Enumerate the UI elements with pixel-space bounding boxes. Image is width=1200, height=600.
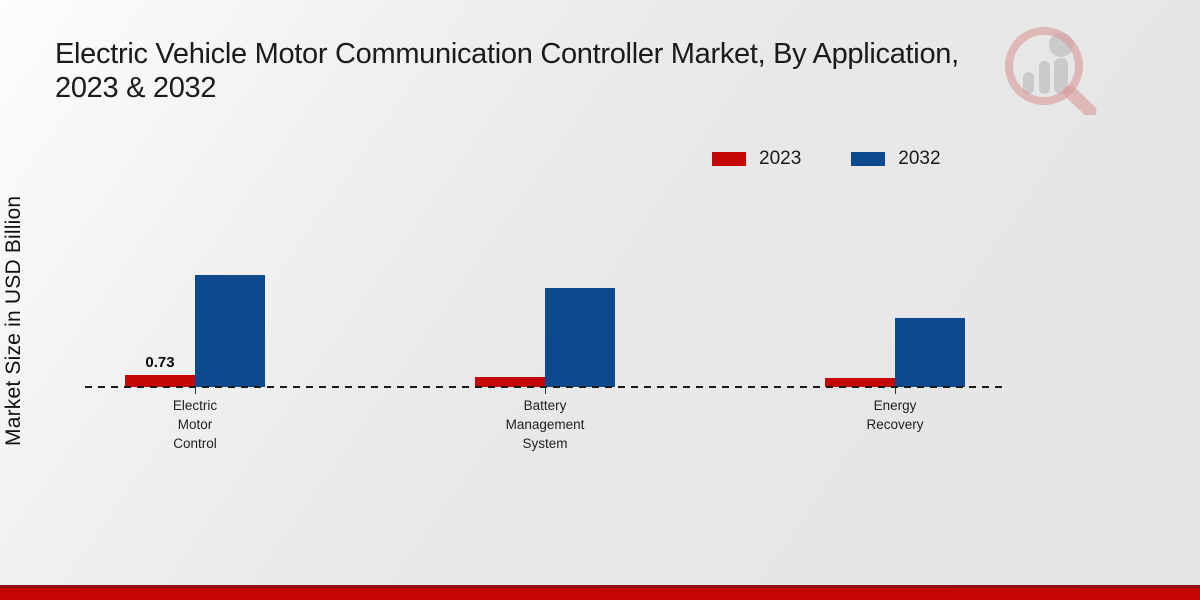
page-title-line-2: 2023 & 2032 [55,71,217,104]
category-label-electric-motor-control: Electric Motor Control [172,398,218,452]
y-axis-label-wrap: Market Size in USD Billion [2,158,32,484]
page-title-line-1: Electric Vehicle Motor Communication Con… [55,38,959,70]
bar-2023-electric-motor-control [125,375,195,387]
legend-label-2023: 2023 [759,148,802,169]
page-title: Electric Vehicle Motor Communication Con… [55,38,1145,105]
legend-label-2032: 2032 [898,148,941,169]
legend-swatch-2023 [712,152,746,166]
category-label-battery-management-system: Battery Management System [505,398,585,452]
y-axis-label: Market Size in USD Billion [2,195,25,447]
mrfr-logo-watermark [1000,20,1100,120]
x-axis-tick [195,388,196,394]
legend-swatch-2032 [851,152,886,166]
bar-2032-battery-management-system [545,288,615,387]
legend-item-2032: 2032 [851,148,941,170]
magnifier-bar-chart-icon [1005,27,1097,118]
bar-2032-energy-recovery [895,318,965,387]
bar-2023-battery-management-system [475,377,545,387]
data-label-2023: 0.73 [145,354,175,371]
x-axis-tick [895,388,896,394]
legend-item-2023: 2023 [712,148,801,170]
footer-accent-strip [0,585,1200,600]
bar-2032-electric-motor-control [195,275,265,387]
category-label-energy-recovery: Energy Recovery [866,398,924,433]
bar-2023-energy-recovery [825,378,895,387]
x-axis-tick [545,388,546,394]
x-axis-dashed-baseline [85,386,1008,388]
legend: 2023 2032 [712,148,941,170]
